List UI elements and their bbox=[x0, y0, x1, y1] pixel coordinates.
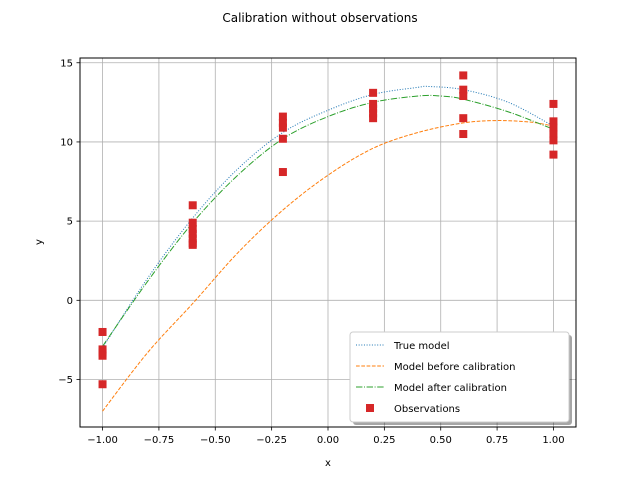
x-tick-label: −0.75 bbox=[144, 435, 175, 446]
x-tick-label: 0.50 bbox=[430, 435, 452, 446]
observation-point bbox=[98, 380, 107, 389]
observation-point bbox=[188, 225, 197, 234]
y-axis-label: y bbox=[34, 239, 45, 245]
observation-point bbox=[459, 85, 468, 94]
x-tick-label: −1.00 bbox=[87, 435, 118, 446]
x-tick-label: 0.00 bbox=[317, 435, 339, 446]
y-tick-label: −5 bbox=[58, 375, 73, 386]
observation-point bbox=[459, 130, 468, 139]
x-axis-label: x bbox=[325, 458, 331, 469]
observations-points bbox=[98, 71, 558, 389]
observation-point bbox=[459, 92, 468, 101]
observation-point bbox=[549, 136, 558, 145]
observation-point bbox=[549, 130, 558, 139]
observation-point bbox=[188, 234, 197, 243]
observation-point bbox=[459, 71, 468, 80]
observation-point bbox=[278, 168, 287, 177]
observation-point bbox=[98, 327, 107, 336]
legend-label-observations: Observations bbox=[394, 404, 460, 415]
observation-point bbox=[369, 109, 378, 118]
x-tick-label: 1.00 bbox=[542, 435, 564, 446]
observation-point bbox=[459, 114, 468, 123]
x-tick-label: 0.75 bbox=[486, 435, 508, 446]
observation-point bbox=[98, 351, 107, 360]
x-tick-label: −0.50 bbox=[200, 435, 231, 446]
series-layer bbox=[98, 71, 558, 412]
observation-point bbox=[549, 123, 558, 132]
observation-point bbox=[549, 150, 558, 159]
model-after-calibration-line bbox=[102, 94, 554, 347]
x-tick-label: 0.25 bbox=[373, 435, 395, 446]
y-axis-ticks: −5 0 5 10 15 bbox=[58, 58, 80, 386]
observation-point bbox=[369, 88, 378, 97]
observation-point bbox=[188, 218, 197, 227]
legend-label-model-after-calibration: Model after calibration bbox=[394, 383, 507, 394]
legend: True model Model before calibration Model … bbox=[349, 331, 572, 425]
legend-label-true-model: True model bbox=[393, 341, 450, 352]
y-tick-label: 5 bbox=[67, 217, 73, 228]
observation-point bbox=[278, 112, 287, 121]
observation-point bbox=[278, 118, 287, 127]
observation-point bbox=[188, 229, 197, 238]
observation-point bbox=[549, 117, 558, 126]
chart-title: Calibration without observations bbox=[222, 11, 417, 25]
observation-point bbox=[278, 134, 287, 143]
observation-point bbox=[549, 99, 558, 108]
observation-point bbox=[188, 240, 197, 249]
model-before-calibration-line bbox=[102, 120, 554, 412]
legend-label-model-before-calibration: Model before calibration bbox=[394, 362, 516, 373]
observation-point bbox=[369, 114, 378, 123]
observation-point bbox=[188, 201, 197, 210]
legend-marker-observations bbox=[366, 404, 374, 412]
observation-point bbox=[369, 104, 378, 113]
y-tick-label: 0 bbox=[67, 296, 73, 307]
observation-point bbox=[278, 123, 287, 132]
x-tick-label: −0.25 bbox=[256, 435, 287, 446]
x-axis-ticks: −1.00 −0.75 −0.50 −0.25 0.00 0.25 0.50 0.75 1.00 bbox=[87, 427, 565, 446]
observation-point bbox=[369, 99, 378, 108]
y-tick-label: 15 bbox=[60, 58, 73, 69]
legend-box bbox=[349, 331, 570, 423]
y-tick-label: 10 bbox=[60, 137, 73, 148]
